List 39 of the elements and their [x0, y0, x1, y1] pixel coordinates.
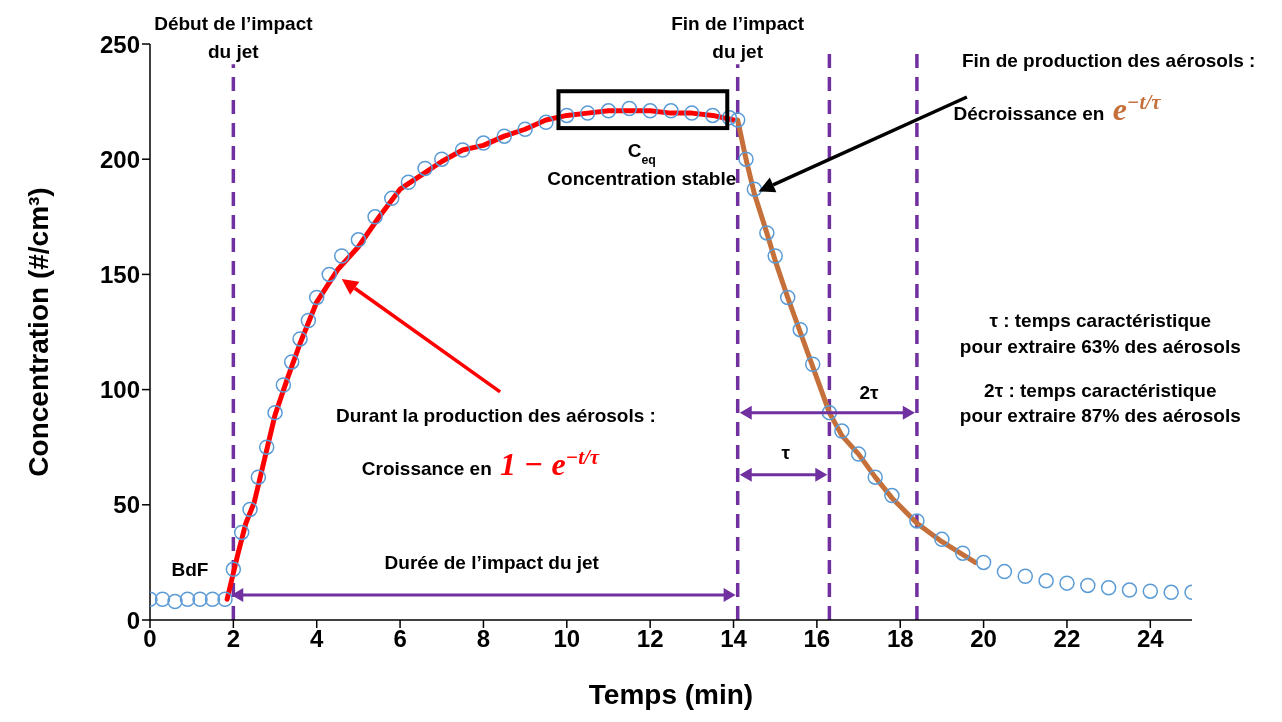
- x-tick-label: 22: [1053, 625, 1081, 653]
- x-tick-label: 16: [803, 625, 831, 653]
- x-tick-label: 6: [393, 625, 407, 653]
- annotation: BdF: [171, 559, 209, 581]
- annotation: Concentration stable: [547, 167, 737, 189]
- annotation: τ: [781, 441, 791, 463]
- y-tick-label: 100: [99, 376, 140, 404]
- x-tick-label: 4: [310, 625, 325, 653]
- x-tick-label: 24: [1136, 625, 1165, 653]
- annotation: e$^{−t/τ}$: [1112, 89, 1162, 128]
- x-tick-label: 20: [970, 625, 997, 653]
- x-tick-label: 12: [636, 625, 664, 653]
- annotation: Croissance en: [361, 457, 492, 479]
- y-tick-label: 200: [99, 145, 140, 173]
- x-axis-title: Temps (min): [588, 679, 754, 710]
- y-tick-label: 250: [99, 30, 140, 58]
- x-tick-label: 14: [720, 625, 748, 653]
- x-tick-label: 2: [226, 625, 241, 653]
- y-tick-label: 0: [126, 606, 140, 634]
- y-tick-label: 150: [99, 260, 140, 288]
- annotation: Durée de l’impact du jet: [384, 552, 600, 574]
- annotation: 1 − e$^{−t/τ}$: [500, 444, 600, 482]
- annotation: τ : temps caractéristique: [989, 310, 1212, 332]
- annotation: Fin de production des aérosols :: [961, 50, 1256, 72]
- y-axis-title: Concentration (#/cm³): [22, 187, 54, 477]
- x-tick-label: 0: [143, 625, 157, 653]
- annotation: C$_{eq}$: [627, 139, 656, 167]
- annotation: Décroissance en: [953, 103, 1105, 125]
- x-tick-label: 10: [553, 625, 581, 653]
- x-tick-label: 18: [886, 625, 914, 653]
- y-tick-label: 50: [113, 491, 140, 519]
- annotation: pour extraire 63% des aérosols: [959, 335, 1241, 357]
- ref-line-label: Fin de l’impact du jet: [671, 13, 805, 62]
- annotation: Durant la production des aérosols :: [336, 404, 656, 426]
- x-tick-label: 8: [476, 625, 491, 653]
- annotation: 2τ: [859, 381, 880, 403]
- annotation: 2τ : temps caractéristique: [984, 379, 1217, 401]
- annotation: pour extraire 87% des aérosols: [959, 404, 1241, 426]
- ref-line-label: Début de l’impact du jet: [154, 13, 314, 62]
